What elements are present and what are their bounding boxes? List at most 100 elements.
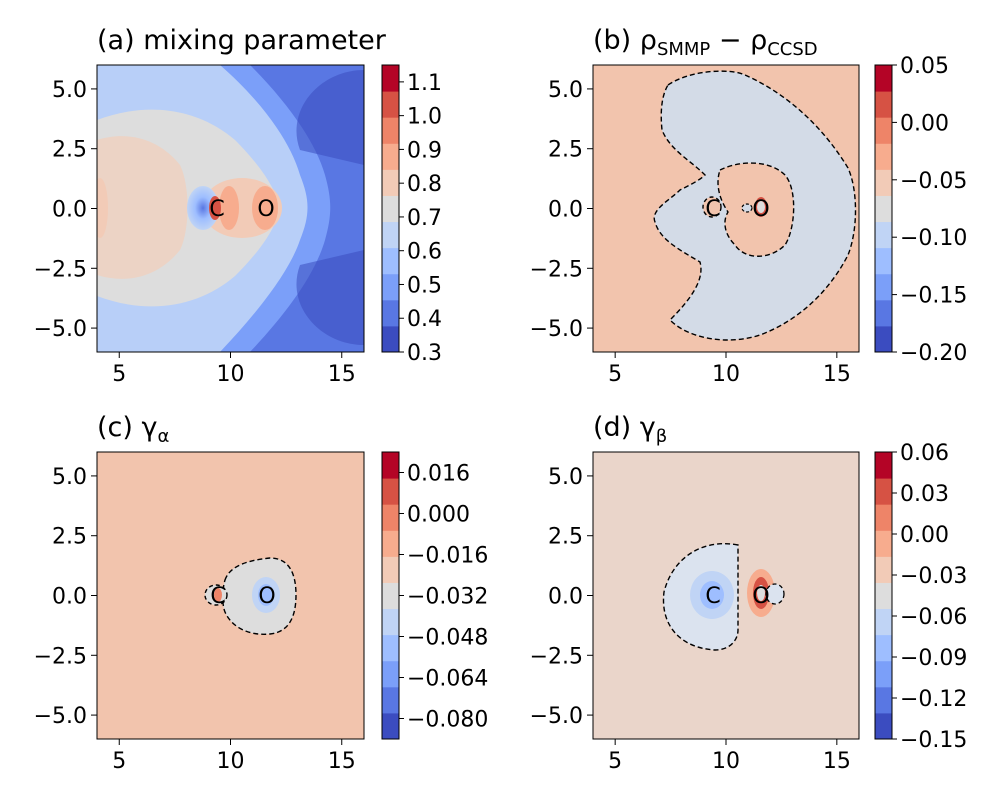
panel-a-title: (a) mixing parameter <box>97 25 387 56</box>
panel-d-colorbar-segment <box>875 556 892 583</box>
panel-a-colorbar-label: 0.9 <box>407 138 442 163</box>
panel-a-band-min-bottom <box>296 250 364 345</box>
panel-b-o-core <box>757 201 765 213</box>
panel-d-colorbar-segment <box>875 582 892 610</box>
panel-c: (c) γα C O 5 10 155.02.50.0−2.5−5.0 0.0160… <box>34 412 489 774</box>
panel-c-colorbar-segment <box>382 686 399 714</box>
panel-d-colorbar-segment <box>875 608 892 636</box>
panel-a-colorbar-segment <box>382 247 399 275</box>
panel-b-colorbar-segment <box>875 325 892 353</box>
panel-d-colorbar-segment <box>875 686 892 714</box>
panel-a-colorbar-label: 1.1 <box>407 71 442 96</box>
panel-c-colorbar-label: −0.016 <box>407 544 488 569</box>
panel-c-atom-c: C <box>210 584 225 609</box>
panel-b-axes: 5 10 15 5.0 2.5 0.0 −2.5 −5.0 <box>530 78 851 387</box>
panel-a-atom-o: O <box>257 197 274 222</box>
panel-a-xtick-label: 10 <box>217 362 245 387</box>
panel-d-ytick-label: 2.5 <box>548 525 583 550</box>
panel-c-colorbar-segment <box>382 478 399 505</box>
panel-d-colorbar: 0.06 0.03 0.00 −0.03 −0.06 −0.09 −0.12 −0.15 <box>874 441 967 753</box>
panel-b-colorbar-segment <box>875 273 892 301</box>
panel-b-title: (b) ρSMMP − ρCCSD <box>593 25 818 60</box>
panel-c-colorbar-segment <box>382 452 399 479</box>
panel-a-ytick-label: 5.0 <box>52 78 87 103</box>
panel-c-ytick-label: −2.5 <box>34 644 87 669</box>
panel-a-colorbar-segment <box>382 65 399 92</box>
panel-c-colorbar-segment <box>382 608 399 636</box>
panel-d-atom-o: O <box>752 584 769 609</box>
panel-d-colorbar-segment <box>875 504 892 531</box>
panel-d-ytick-label: 5.0 <box>548 465 583 490</box>
panel-b-colorbar-segment <box>875 117 892 144</box>
panel-c-atom-o: O <box>258 584 275 609</box>
panel-c-xtick-label: 5 <box>112 749 126 774</box>
panel-c-ytick-label: 5.0 <box>52 465 87 490</box>
panel-d-colorbar-label: 0.00 <box>900 523 949 548</box>
panel-a-band-warm-o <box>252 186 278 230</box>
panel-d-colorbar-segment <box>875 478 892 505</box>
panel-a-colorbar-segment <box>382 195 399 223</box>
panel-b-xtick-label: 10 <box>712 362 740 387</box>
panel-b-colorbar-label: −0.05 <box>900 169 967 194</box>
panel-c-colorbar-label: −0.064 <box>407 667 488 692</box>
panel-a-ytick-label: 0.0 <box>52 198 87 223</box>
panel-d-well-inner <box>700 581 724 609</box>
panel-b-heatmap <box>593 65 859 352</box>
panel-a-band-min-top <box>296 70 364 165</box>
panel-d-o-island <box>765 583 785 605</box>
panel-d-colorbar-label: −0.09 <box>900 646 967 671</box>
panel-c-colorbar-segment <box>382 504 399 531</box>
panel-c-colorbar-segment <box>382 634 399 662</box>
panel-b-colorbar-segment <box>875 247 892 275</box>
panel-c-hot-c <box>214 588 222 602</box>
panel-a-atom-c: C <box>209 197 224 222</box>
panel-d-xtick-label: 15 <box>823 749 851 774</box>
panel-b-colorbar-segment <box>875 221 892 249</box>
panel-b-ytick-label: 5.0 <box>548 78 583 103</box>
panel-b-ytick-label: −5.0 <box>530 317 583 342</box>
panel-a-xtick-label: 15 <box>328 362 356 387</box>
panel-b-xtick-label: 15 <box>823 362 851 387</box>
panel-b-atom-c: C <box>705 197 720 222</box>
panel-a-colorbar-segment <box>382 91 399 118</box>
panel-d-colorbar-segment <box>875 452 892 479</box>
panel-b-colorbar-label: 0.05 <box>900 54 949 79</box>
panel-a-colorbar-label: 0.6 <box>407 240 442 265</box>
panel-a-band-cold-c <box>187 186 219 230</box>
panel-c-xtick-label: 10 <box>217 749 245 774</box>
panel-d-atom-c: C <box>705 584 720 609</box>
panel-a-xtick-label: 5 <box>112 362 126 387</box>
panel-b-colorbar-frame <box>874 64 893 353</box>
panel-b-colorbar-label: −0.20 <box>900 341 967 366</box>
panel-a-colorbar-segment <box>382 143 399 170</box>
panel-c-axes: 5 10 15 5.0 2.5 0.0 −2.5 −5.0 <box>34 465 356 774</box>
panel-a-ytick-label: −2.5 <box>34 257 87 282</box>
panel-d-ytick-label: −2.5 <box>530 644 583 669</box>
panel-a-colorbar-segment <box>382 273 399 301</box>
panel-d: (d) γβ C O 5 10 155.02.50.0−2.5−5.0 0.060.… <box>530 412 968 774</box>
panel-d-colorbar-label: 0.03 <box>900 482 949 507</box>
panel-a-ytick-label: −5.0 <box>34 317 87 342</box>
panel-a-colorbar-label: 0.8 <box>407 172 442 197</box>
panel-a-colorbar-label: 1.0 <box>407 105 442 130</box>
panel-a-band-warm-c <box>219 186 239 230</box>
panel-b-atom-o: O <box>752 197 769 222</box>
panel-d-axes: 5 10 15 5.0 2.5 0.0 −2.5 −5.0 <box>530 465 851 774</box>
panel-b-ytick-label: −2.5 <box>530 257 583 282</box>
panel-d-ytick-label: −5.0 <box>530 704 583 729</box>
panel-b-colorbar-segment <box>875 195 892 223</box>
panel-a-colorbar: 1.1 1.0 0.9 0.8 0.7 0.6 0.5 0.4 0.3 <box>381 64 442 366</box>
panel-d-colorbar-segment <box>875 530 892 557</box>
panel-c-colorbar-segment <box>382 530 399 557</box>
panel-a-band-warm-left <box>97 136 188 279</box>
panel-d-colorbar-frame <box>874 451 893 740</box>
panel-c-colorbar-label: −0.032 <box>407 585 488 610</box>
panel-b-colorbar-label: 0.00 <box>900 111 949 136</box>
panel-c-colorbar-segment <box>382 660 399 688</box>
panel-d-colorbar-label: −0.15 <box>900 728 967 753</box>
panel-b-colorbar-label: −0.15 <box>900 284 967 309</box>
panel-d-o-core <box>757 585 765 601</box>
panel-d-title: (d) γβ <box>593 412 667 447</box>
panel-c-colorbar: 0.016 0.000 −0.016 −0.032 −0.048 −0.064 −0.080 <box>381 451 488 740</box>
panel-b-colorbar-label: −0.10 <box>900 226 967 251</box>
